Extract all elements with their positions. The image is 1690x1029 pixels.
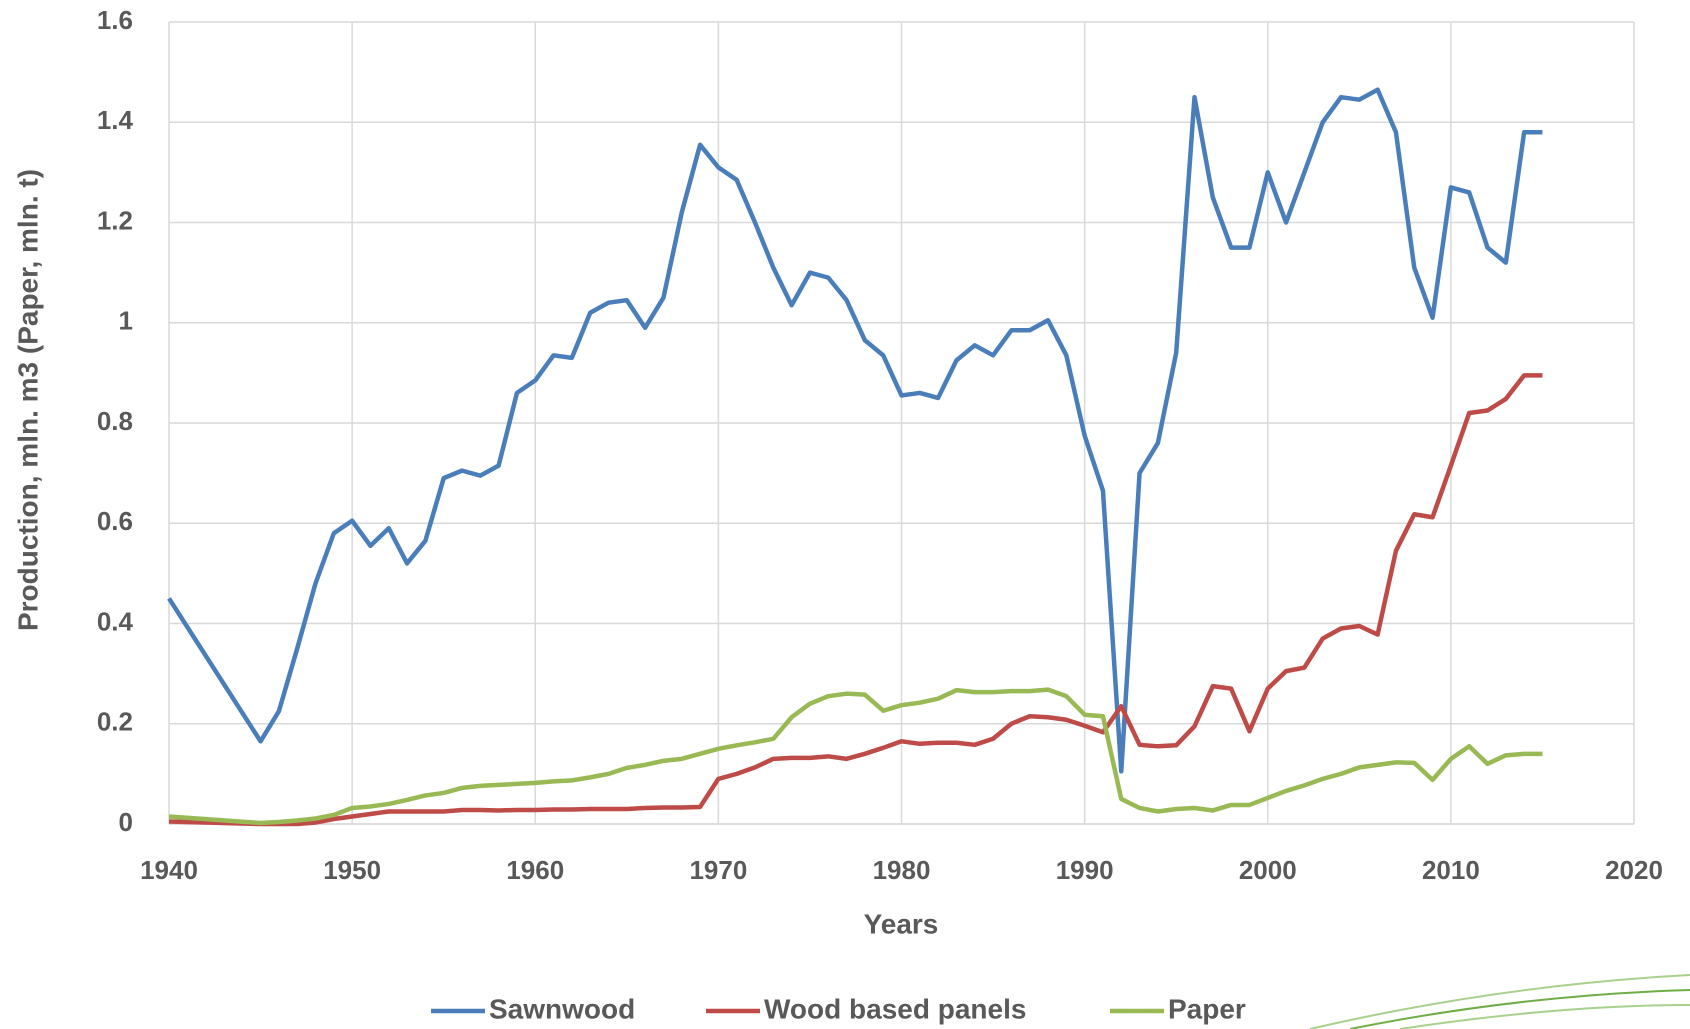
y-tick-label: 0.2: [97, 707, 133, 737]
y-axis-title: Production, mln. m3 (Paper, mln. t): [12, 169, 43, 631]
x-tick-label: 1970: [689, 855, 747, 885]
y-tick-label: 1.6: [97, 5, 133, 35]
y-tick-label: 0.8: [97, 406, 133, 436]
y-tick-label: 1.2: [97, 205, 133, 235]
y-tick-label: 0.6: [97, 506, 133, 536]
y-tick-label: 1: [119, 306, 133, 336]
x-tick-label: 1980: [873, 855, 931, 885]
x-tick-label: 1940: [140, 855, 198, 885]
x-tick-label: 2020: [1605, 855, 1663, 885]
series-line: [168, 373, 1543, 827]
x-tick-label: 1990: [1056, 855, 1114, 885]
x-tick-label: 2000: [1239, 855, 1297, 885]
legend-label: Wood based panels: [764, 993, 1026, 1024]
series-line: [168, 687, 1543, 826]
x-tick-label: 1960: [506, 855, 564, 885]
legend-label: Sawnwood: [489, 993, 635, 1024]
decoration: [1309, 974, 1690, 1029]
x-axis-title: Years: [864, 908, 939, 939]
x-tick-label: 1950: [323, 855, 381, 885]
legend-label: Paper: [1168, 993, 1246, 1024]
series-line: [167, 87, 1543, 774]
y-tick-label: 0.4: [97, 606, 134, 636]
legend: Sawnwood Wood based panels Paper: [431, 993, 1246, 1024]
y-tick-label: 0: [119, 807, 133, 837]
x-tick-label: 2010: [1422, 855, 1480, 885]
y-tick-label: 1.4: [97, 105, 134, 135]
